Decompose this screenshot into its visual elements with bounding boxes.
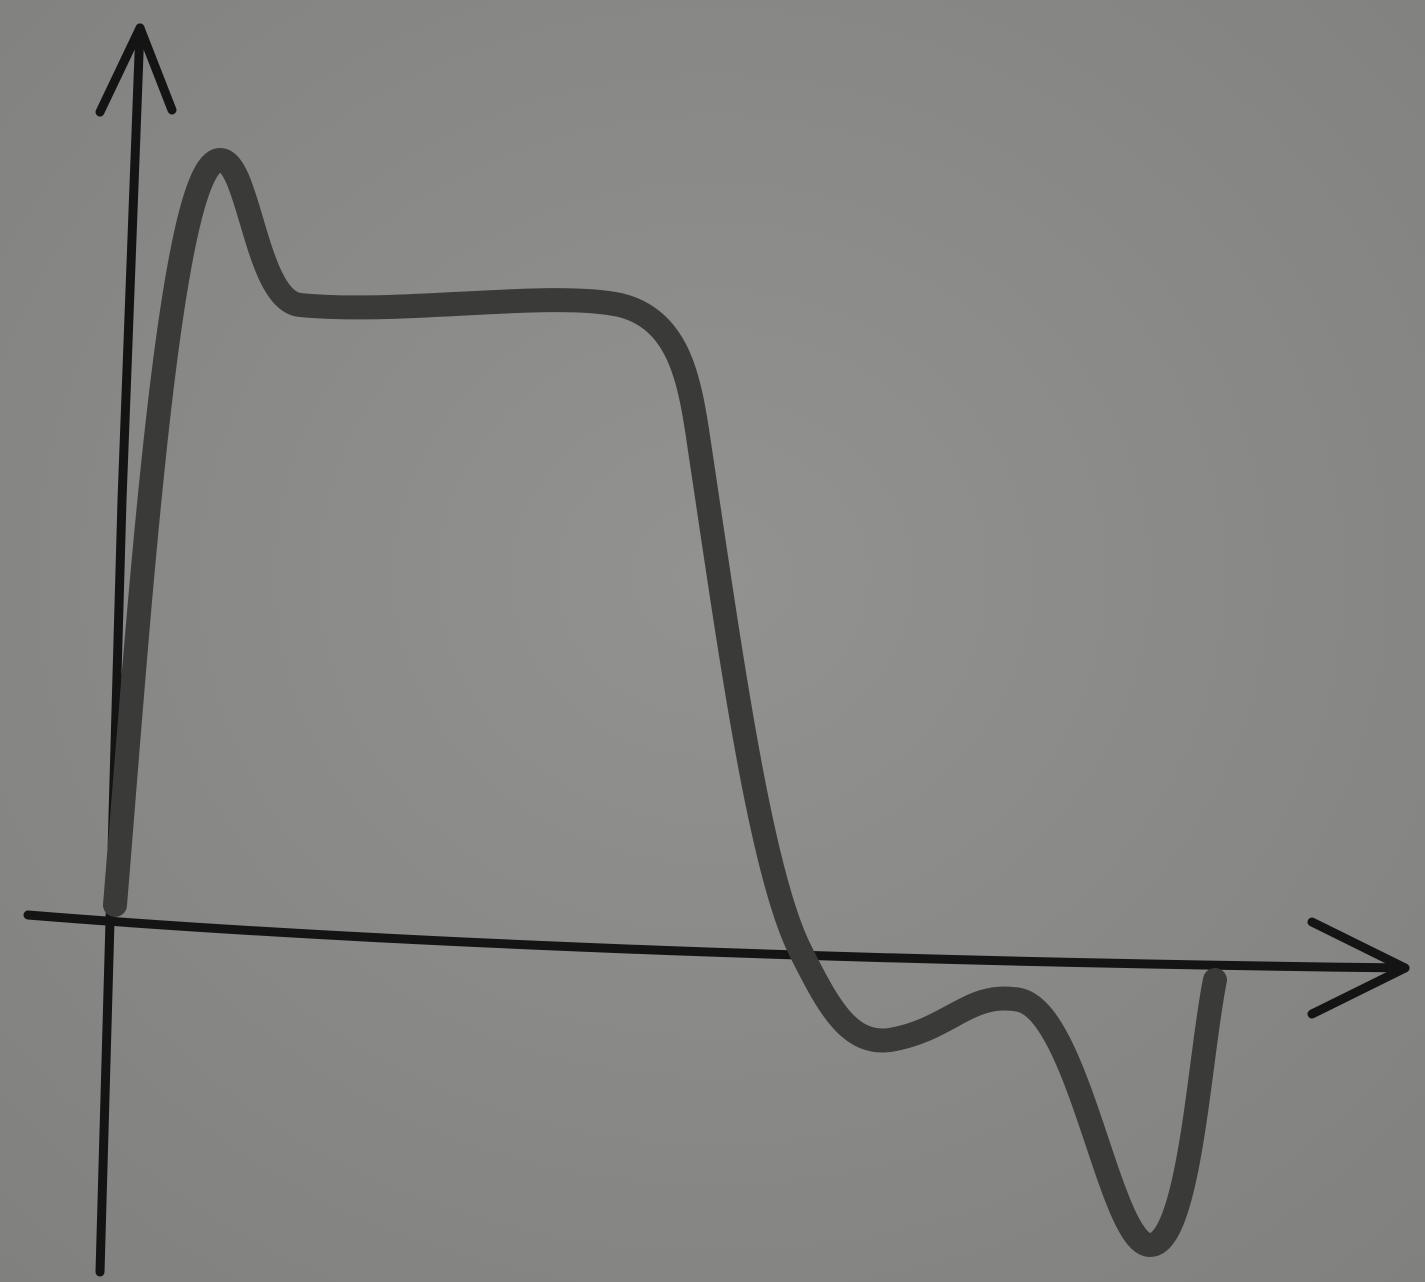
y-axis-arrowhead	[95, 23, 177, 117]
curve	[103, 148, 1227, 1257]
x-axis	[23, 910, 1410, 973]
x-axis-arrowhead	[1307, 917, 1410, 1019]
y-axis	[95, 23, 145, 1277]
